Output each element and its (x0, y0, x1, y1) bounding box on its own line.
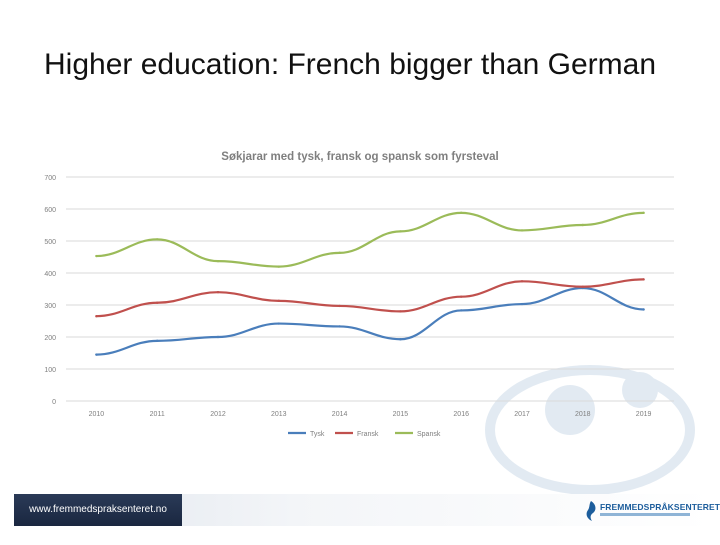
slide-title: Higher education: French bigger than Ger… (44, 48, 657, 81)
data-point-spansk (581, 223, 584, 227)
data-point-tysk (216, 335, 220, 339)
data-point-tysk (642, 308, 645, 311)
data-point-fransk (460, 295, 463, 298)
legend-label-tysk: Tysk (310, 431, 325, 438)
series-line-fransk (95, 278, 645, 318)
data-point-fransk (277, 299, 280, 303)
data-point-fransk (581, 285, 584, 288)
data-point-spansk (642, 211, 645, 215)
data-point-tysk (277, 322, 280, 325)
y-tick-label: 700 (44, 175, 56, 182)
data-point-fransk (642, 278, 645, 281)
y-tick-label: 300 (44, 303, 56, 310)
x-tick-label: 2013 (271, 411, 287, 418)
brand-mark-icon (586, 501, 596, 521)
chart-title: Søkjarar med tysk, fransk og spansk som … (221, 151, 498, 163)
data-point-tysk (460, 309, 463, 312)
legend-label-fransk: Fransk (357, 431, 379, 438)
x-tick-label: 2018 (575, 411, 591, 418)
brand-name: FREMMEDSPRÅKSENTERET (600, 502, 720, 512)
y-tick-label: 600 (44, 207, 56, 214)
x-tick-label: 2016 (453, 411, 469, 418)
legend-label-spansk: Spansk (417, 431, 441, 438)
x-tick-label: 2012 (210, 411, 226, 418)
data-point-tysk (399, 338, 402, 341)
data-point-fransk (216, 291, 220, 294)
y-tick-label: 200 (44, 335, 56, 342)
data-point-spansk (156, 238, 159, 241)
y-tick-label: 0 (52, 399, 56, 406)
y-tick-label: 500 (44, 239, 56, 246)
footer-url[interactable]: www.fremmedspraksenteret.no (14, 494, 182, 526)
data-point-fransk (95, 315, 98, 318)
data-point-tysk (95, 353, 98, 356)
brand-tagline-bar (600, 513, 690, 516)
data-point-spansk (460, 211, 463, 215)
x-tick-label: 2019 (636, 411, 652, 418)
x-tick-label: 2010 (89, 411, 105, 418)
data-point-tysk (338, 325, 341, 328)
data-point-spansk (399, 230, 402, 233)
y-tick-label: 400 (44, 271, 56, 278)
data-point-fransk (520, 280, 524, 283)
data-point-fransk (338, 304, 341, 308)
x-tick-label: 2015 (393, 411, 409, 418)
data-point-spansk (338, 251, 341, 255)
data-point-fransk (399, 310, 402, 313)
y-tick-label: 100 (44, 367, 56, 374)
x-tick-label: 2011 (150, 411, 165, 418)
watermark-logo (485, 365, 695, 495)
data-point-tysk (156, 339, 159, 343)
brand-logo: FREMMEDSPRÅKSENTERET (582, 499, 720, 523)
x-tick-label: 2014 (332, 411, 348, 418)
series-line-tysk (95, 286, 645, 356)
series-line-spansk (95, 211, 645, 268)
data-point-spansk (216, 259, 220, 263)
data-point-spansk (277, 265, 280, 268)
data-point-spansk (520, 229, 524, 232)
data-point-fransk (156, 301, 159, 304)
data-point-tysk (520, 302, 524, 306)
x-tick-label: 2017 (514, 411, 530, 418)
data-point-spansk (95, 254, 98, 258)
